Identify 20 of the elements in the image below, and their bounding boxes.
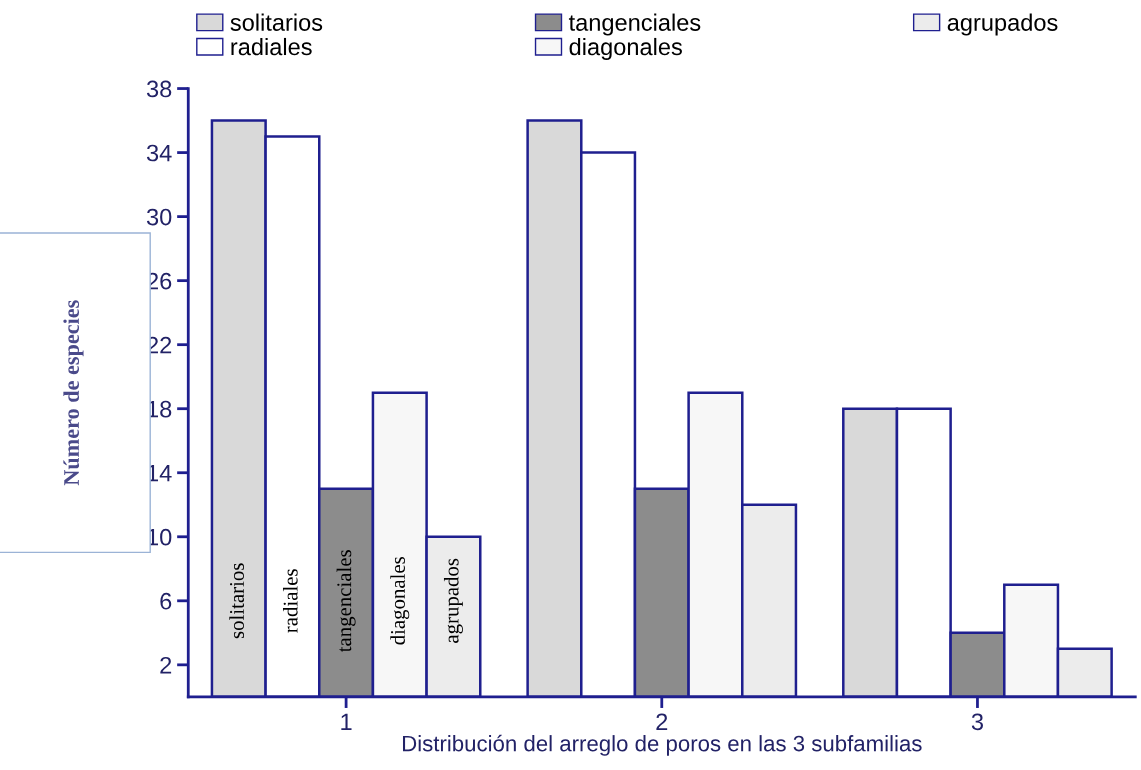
annotation: radiales [282,569,298,633]
x-tick-label: 1 [341,713,352,730]
y-axis-title: Número de especies [63,300,84,486]
y-tick-label: 2 [160,656,172,674]
legend-label: radiales [231,37,312,56]
x-tick-label: 2 [656,713,668,730]
annotation: tangenciales [336,550,356,653]
y-tick-label: 6 [160,592,172,610]
legend-label: tangenciales [568,13,701,36]
annotation: solitarios [229,563,244,639]
x-axis-title: Distribución del arreglo de poros en las 3 subfamilias [402,734,922,756]
annotation: diagonales [390,557,410,645]
y-tick-label: 38 [146,80,172,98]
annotation: agrupados [443,558,463,643]
x-tick-label: 3 [971,713,983,731]
y-tick-label: 34 [146,144,172,162]
y-tick-label: 30 [146,208,172,226]
legend-label: agrupados [947,13,1058,36]
legend-label: solitarios [230,13,323,31]
legend-label: diagonales [569,37,682,60]
